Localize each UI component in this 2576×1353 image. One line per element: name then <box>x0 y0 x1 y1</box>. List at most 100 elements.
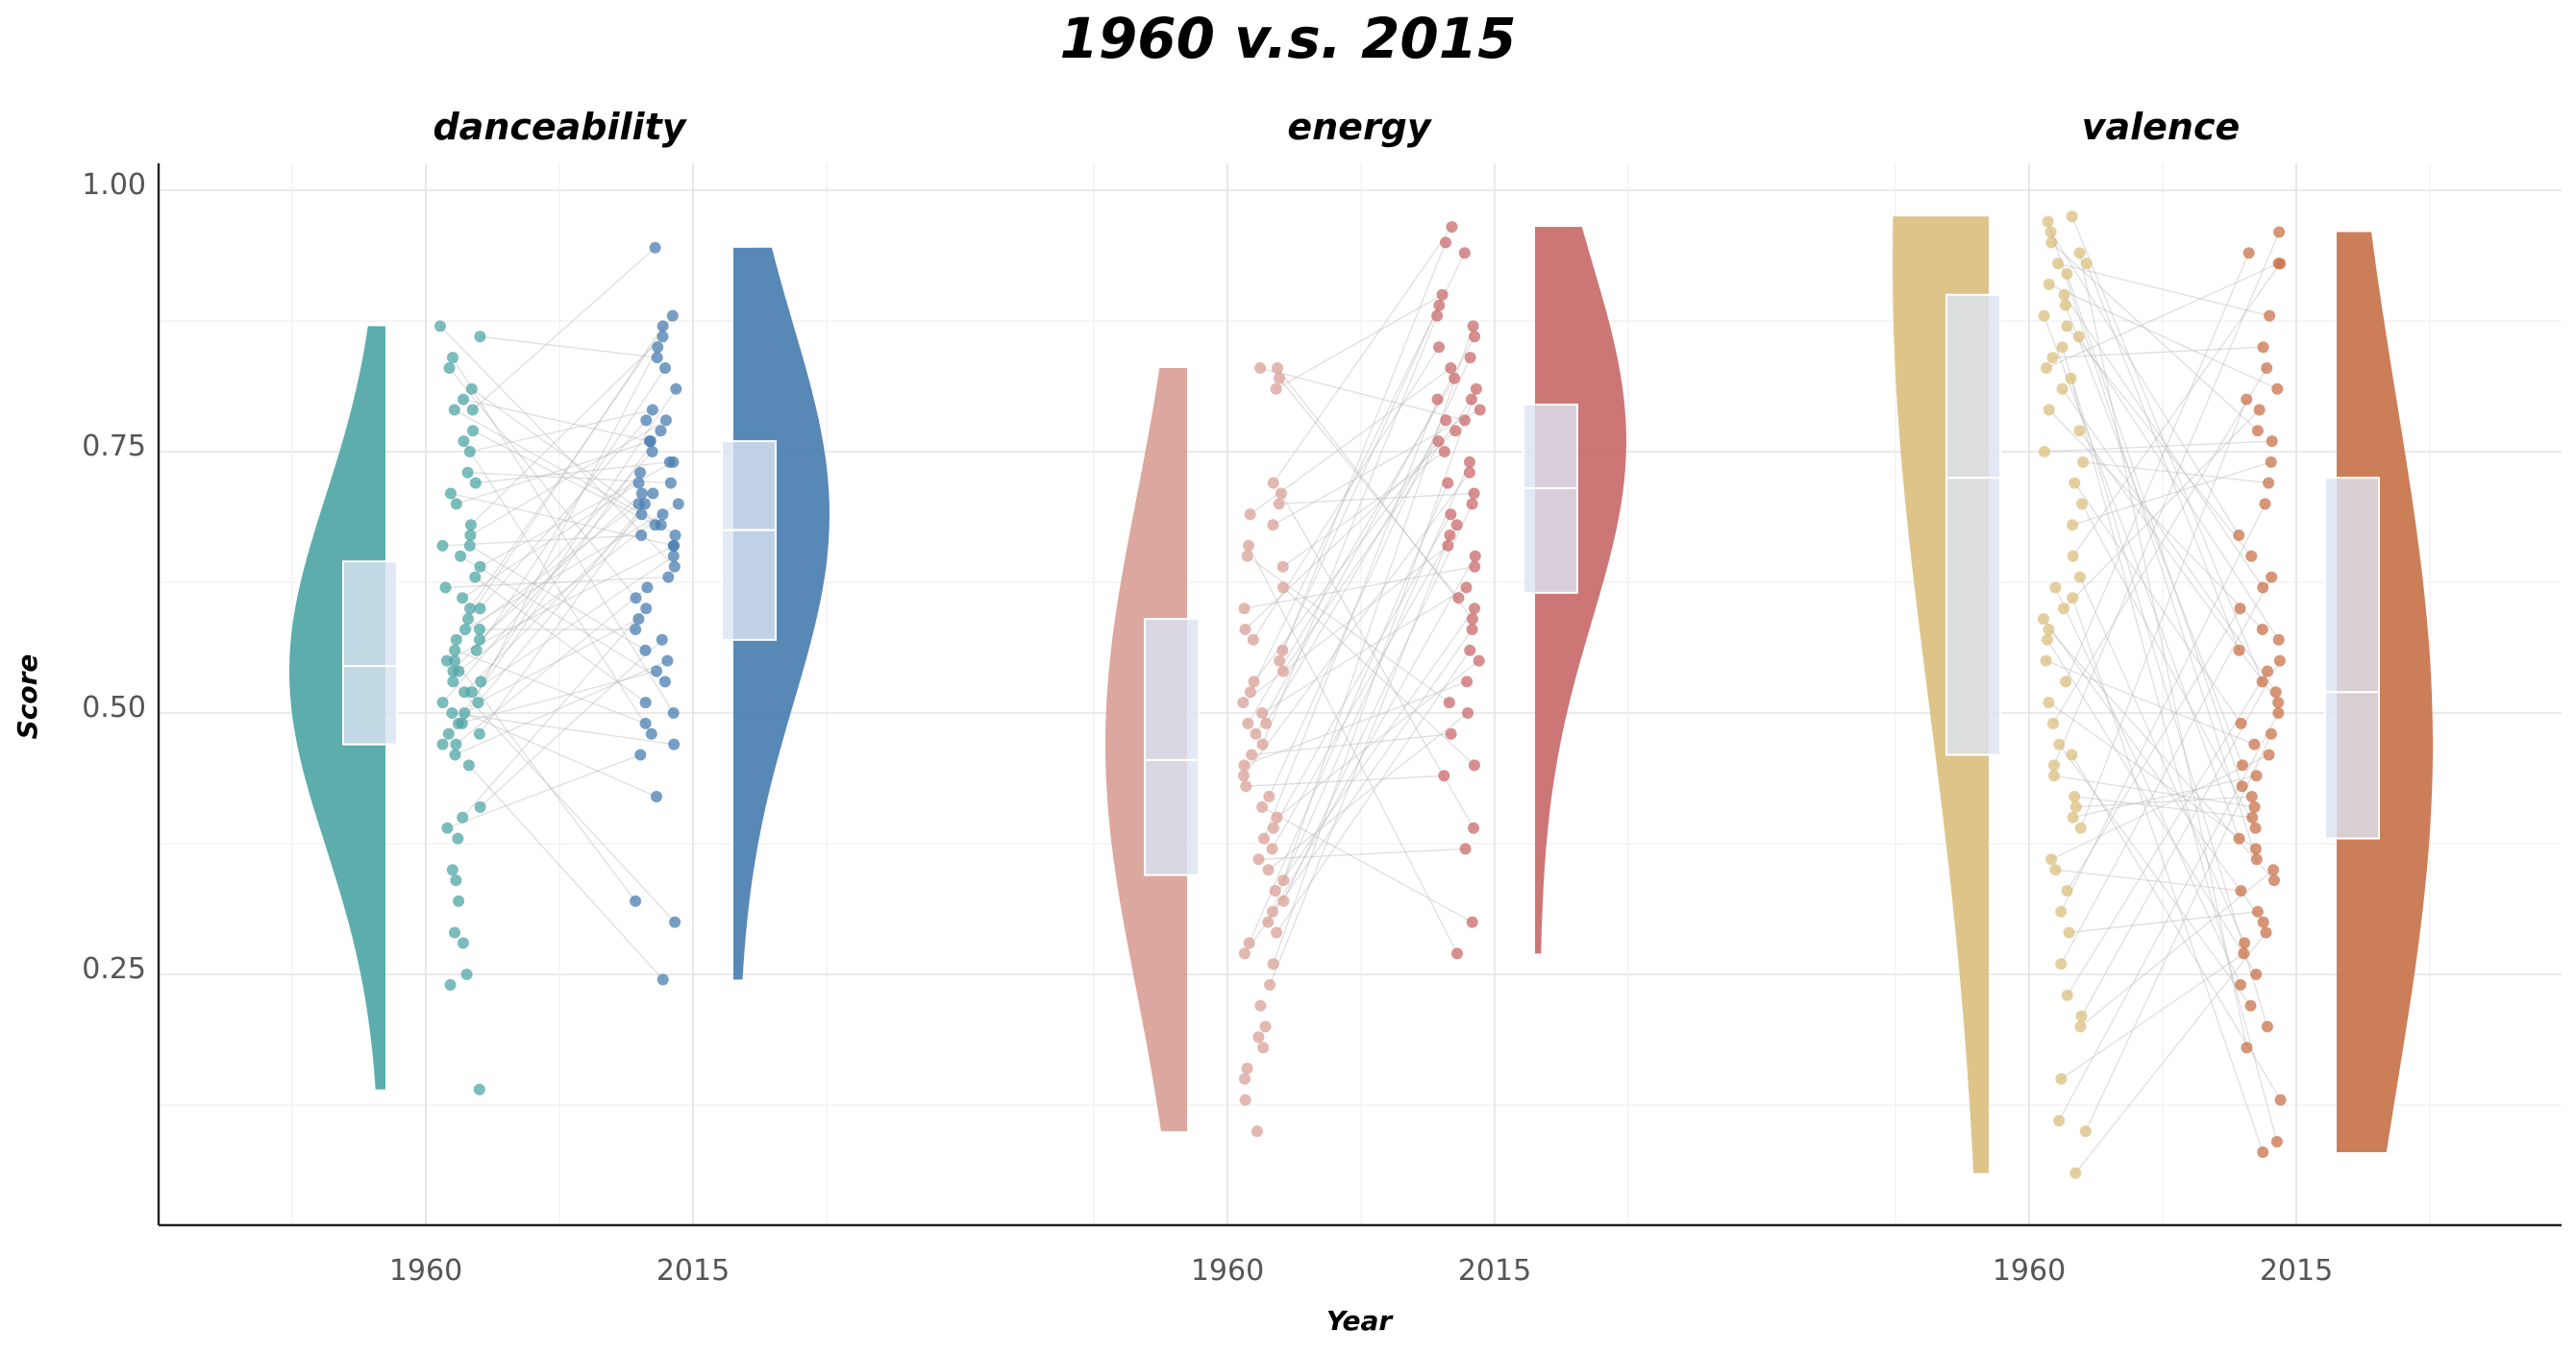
point-energy-1960 <box>1251 1125 1263 1138</box>
point-energy-1960 <box>1256 707 1269 719</box>
point-energy-1960 <box>1239 1094 1251 1106</box>
point-danceability-1960 <box>450 738 462 750</box>
point-danceability-2015 <box>659 362 671 374</box>
pair-line <box>1250 253 1466 693</box>
point-energy-1960 <box>1266 843 1278 855</box>
point-energy-2015 <box>1464 455 1475 468</box>
point-energy-1960 <box>1275 487 1287 500</box>
point-danceability-1960 <box>475 676 487 688</box>
point-valence-2015 <box>2234 603 2246 615</box>
pair-line <box>2078 430 2279 703</box>
point-valence-2015 <box>2267 864 2280 876</box>
point-valence-2015 <box>2270 1136 2283 1148</box>
point-valence-2015 <box>2259 498 2271 510</box>
point-valence-1960 <box>2058 288 2070 301</box>
pair-line <box>1282 586 1475 766</box>
point-energy-2015 <box>1450 519 1463 531</box>
point-valence-1960 <box>2053 1115 2066 1127</box>
pair-line <box>455 660 668 756</box>
point-valence-2015 <box>2261 1021 2273 1033</box>
point-danceability-1960 <box>466 404 479 416</box>
point-energy-2015 <box>1464 352 1476 364</box>
pair-line <box>1251 733 1451 756</box>
point-valence-1960 <box>2049 864 2062 876</box>
point-valence-1960 <box>2046 352 2059 364</box>
pair-line <box>2071 215 2264 682</box>
point-danceability-1960 <box>447 352 458 364</box>
point-danceability-2015 <box>634 749 647 761</box>
point-danceability-1960 <box>444 978 457 991</box>
pair-line <box>2045 262 2279 369</box>
point-valence-2015 <box>2266 435 2278 448</box>
pair-line <box>1243 472 1471 776</box>
point-energy-2015 <box>1469 331 1481 343</box>
point-energy-2015 <box>1461 676 1474 688</box>
pair-line <box>2080 399 2247 828</box>
point-energy-1960 <box>1257 1042 1270 1054</box>
point-danceability-2015 <box>652 341 664 354</box>
point-danceability-2015 <box>641 581 654 594</box>
point-energy-2015 <box>1473 654 1485 667</box>
pair-line <box>1281 305 1440 651</box>
point-valence-2015 <box>2274 1094 2287 1106</box>
pair-line <box>2043 440 2272 453</box>
point-danceability-1960 <box>449 644 461 656</box>
pair-line <box>452 712 675 746</box>
point-valence-2015 <box>2263 749 2275 761</box>
point-valence-1960 <box>2061 989 2073 1001</box>
point-energy-2015 <box>1463 466 1475 479</box>
point-danceability-2015 <box>667 550 680 562</box>
pair-line <box>461 607 647 819</box>
point-valence-1960 <box>2060 676 2072 688</box>
point-energy-1960 <box>1256 738 1269 750</box>
point-valence-2015 <box>2271 382 2284 395</box>
point-danceability-2015 <box>646 404 658 416</box>
pair-line <box>2079 577 2245 944</box>
point-danceability-2015 <box>656 973 669 986</box>
pair-line <box>455 586 648 746</box>
pair-line <box>1263 399 1439 839</box>
point-danceability-2015 <box>655 519 667 531</box>
point-danceability-2015 <box>646 446 658 457</box>
point-valence-1960 <box>2073 425 2086 437</box>
box-valence-2015 <box>2324 477 2380 840</box>
pair-line <box>1267 555 1476 922</box>
point-danceability-2015 <box>664 477 677 489</box>
point-valence-1960 <box>2059 299 2071 311</box>
pair-line <box>479 493 643 641</box>
pair-line <box>1245 430 1456 630</box>
point-energy-1960 <box>1248 676 1260 688</box>
point-energy-1960 <box>1270 382 1282 395</box>
pair-line <box>448 367 637 599</box>
point-valence-1960 <box>2061 320 2073 332</box>
point-danceability-2015 <box>639 697 652 709</box>
point-danceability-2015 <box>668 560 681 573</box>
pair-line <box>472 247 656 410</box>
point-danceability-1960 <box>465 382 478 395</box>
point-danceability-1960 <box>462 613 474 626</box>
point-danceability-1960 <box>464 529 477 541</box>
point-valence-2015 <box>2242 247 2255 259</box>
pair-line <box>1273 408 1481 526</box>
point-danceability-1960 <box>474 800 486 813</box>
point-valence-2015 <box>2263 477 2275 489</box>
x-tick-label: 1960 <box>1993 1254 2066 1288</box>
pair-line <box>2068 911 2258 934</box>
pair-line <box>2043 315 2241 839</box>
point-valence-2015 <box>2248 738 2261 750</box>
pair-line <box>452 451 654 672</box>
pair-line <box>2052 367 2267 725</box>
point-valence-1960 <box>2063 926 2075 939</box>
point-valence-1960 <box>2072 331 2085 343</box>
point-danceability-2015 <box>655 425 667 437</box>
point-danceability-2015 <box>659 414 672 427</box>
pair-line <box>2053 232 2280 766</box>
point-valence-2015 <box>2235 717 2247 729</box>
pair-line <box>2060 577 2272 965</box>
pair-line <box>2045 659 2255 746</box>
point-danceability-2015 <box>669 529 681 541</box>
point-energy-1960 <box>1247 633 1259 646</box>
point-energy-1960 <box>1244 686 1256 699</box>
pair-line <box>2083 461 2269 484</box>
